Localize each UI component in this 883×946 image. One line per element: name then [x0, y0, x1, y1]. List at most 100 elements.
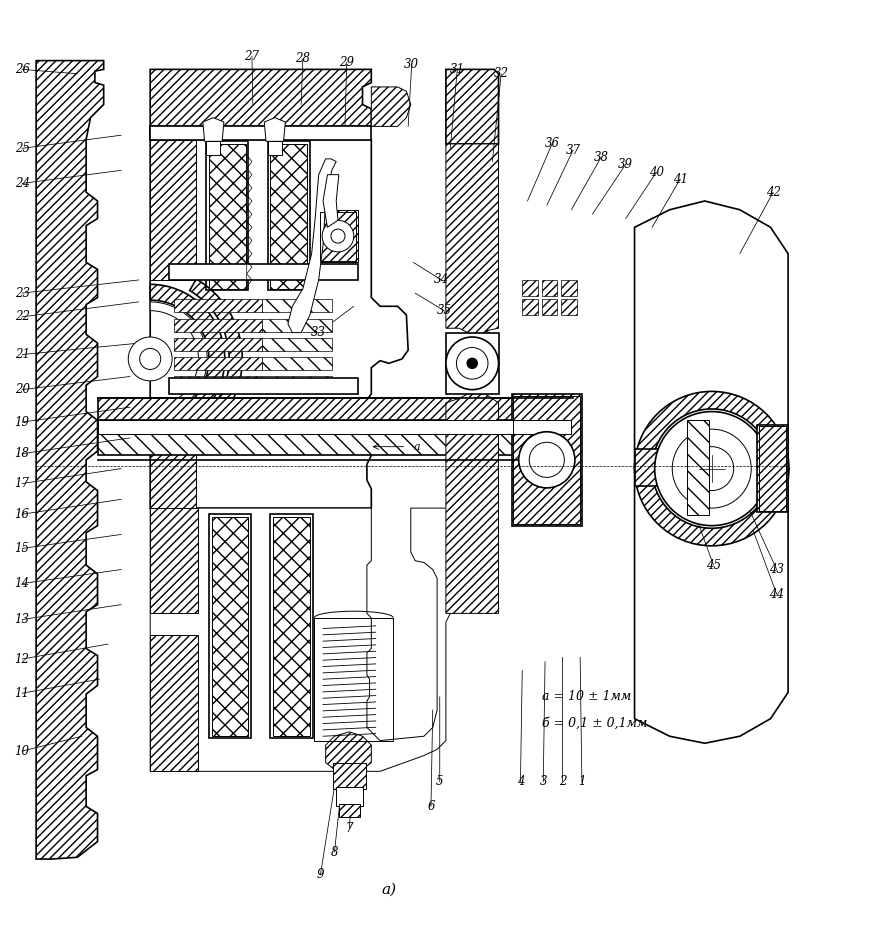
Bar [561, 299, 577, 315]
Text: 22: 22 [15, 310, 30, 324]
Bar [511, 394, 582, 526]
Text: а: а [413, 442, 420, 451]
Text: 8: 8 [331, 846, 338, 859]
Bar [522, 280, 538, 296]
Text: 16: 16 [15, 508, 30, 520]
Bar [207, 141, 248, 290]
Text: 12: 12 [15, 653, 30, 666]
Circle shape [467, 358, 478, 369]
Bar [174, 319, 261, 332]
Bar [268, 141, 310, 290]
Bar [314, 618, 393, 741]
Text: 42: 42 [766, 185, 781, 199]
Wedge shape [150, 302, 208, 416]
Text: а): а) [381, 883, 396, 897]
Text: 24: 24 [15, 177, 30, 190]
Bar [170, 264, 358, 280]
Bar [150, 508, 199, 613]
Bar [446, 333, 499, 394]
Circle shape [322, 220, 354, 252]
Text: 33: 33 [311, 326, 326, 339]
Bar [339, 804, 360, 817]
Text: 14: 14 [15, 577, 30, 590]
Polygon shape [635, 201, 789, 744]
Bar [522, 299, 538, 315]
Bar [261, 299, 332, 312]
Text: 18: 18 [15, 447, 30, 460]
Bar [541, 280, 557, 296]
Circle shape [690, 447, 734, 491]
Text: 41: 41 [673, 172, 688, 185]
Polygon shape [150, 69, 372, 140]
Bar [212, 517, 248, 736]
Text: 37: 37 [566, 144, 581, 157]
Text: 1: 1 [578, 776, 585, 788]
Bar [261, 319, 332, 332]
Bar [513, 395, 580, 524]
Text: 20: 20 [15, 383, 30, 396]
Bar [150, 140, 196, 280]
Text: б = 0,1 ± 0,1мм: б = 0,1 ± 0,1мм [542, 716, 648, 729]
Bar [270, 144, 307, 289]
Text: 36: 36 [545, 137, 560, 150]
Bar [321, 212, 356, 261]
Bar [261, 358, 332, 370]
Bar [759, 427, 787, 511]
Bar [174, 377, 261, 390]
Bar [209, 515, 251, 738]
Bar [150, 636, 199, 771]
Text: 21: 21 [15, 348, 30, 361]
Polygon shape [446, 144, 499, 613]
Circle shape [654, 412, 769, 526]
Text: 9: 9 [317, 868, 324, 882]
Text: 3: 3 [540, 776, 547, 788]
Text: 13: 13 [15, 613, 30, 626]
Text: 30: 30 [404, 59, 419, 72]
Text: 39: 39 [618, 158, 633, 170]
Text: 2: 2 [559, 776, 566, 788]
Text: 29: 29 [339, 56, 354, 69]
Bar [150, 127, 372, 140]
Bar [261, 338, 332, 351]
Text: 19: 19 [15, 415, 30, 429]
Wedge shape [190, 279, 242, 439]
Bar [170, 378, 358, 394]
Text: 23: 23 [15, 287, 30, 300]
Polygon shape [36, 61, 103, 859]
Text: 34: 34 [434, 273, 449, 287]
Text: 11: 11 [15, 687, 30, 700]
Bar [150, 403, 196, 508]
Text: 44: 44 [769, 587, 784, 601]
Bar [174, 338, 261, 351]
Bar [97, 398, 571, 420]
Bar [541, 299, 557, 315]
Wedge shape [635, 392, 789, 468]
Bar [319, 210, 358, 262]
Circle shape [457, 347, 488, 379]
Bar [209, 144, 245, 289]
Text: 6: 6 [427, 800, 434, 813]
Bar [261, 377, 332, 390]
Text: 25: 25 [15, 142, 30, 155]
Text: 4: 4 [517, 776, 525, 788]
Bar [561, 280, 577, 296]
Text: 5: 5 [436, 776, 443, 788]
Text: б: б [413, 426, 420, 436]
Wedge shape [635, 468, 789, 546]
Wedge shape [150, 285, 225, 433]
Text: 43: 43 [769, 563, 784, 576]
Text: 35: 35 [436, 305, 451, 317]
Bar [333, 762, 366, 789]
Polygon shape [203, 117, 224, 141]
Circle shape [529, 443, 564, 478]
Bar [687, 420, 709, 516]
Bar [273, 517, 310, 736]
Circle shape [128, 337, 172, 381]
Polygon shape [326, 732, 372, 773]
Bar [97, 433, 571, 455]
Polygon shape [150, 508, 450, 771]
Circle shape [518, 431, 575, 488]
Circle shape [140, 348, 161, 370]
Text: 26: 26 [15, 62, 30, 76]
Bar [270, 515, 313, 738]
